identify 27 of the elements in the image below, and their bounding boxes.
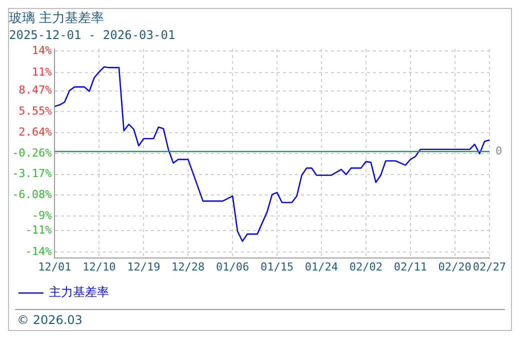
x-tick-label: 12/28: [172, 260, 205, 274]
y-tick-label: -9%: [32, 208, 52, 222]
x-tick-label: 12/01: [38, 260, 72, 274]
chart-title: 玻璃 主力基差率: [9, 10, 104, 26]
y-tick-label: 11%: [32, 65, 52, 78]
x-tick-label: 02/02: [349, 260, 383, 274]
y-tick-label: 5.55%: [18, 104, 52, 118]
x-tick-label: 01/06: [216, 260, 250, 274]
x-tick-label: 01/15: [260, 260, 294, 274]
x-tick-label: 12/19: [127, 260, 160, 274]
y-tick-label: -3.17%: [12, 167, 52, 180]
y-tick-label: 14%: [32, 44, 52, 57]
x-tick-label: 02/27: [472, 260, 506, 274]
x-tick-label: 02/11: [394, 260, 427, 274]
y-tick-label: 8.47%: [18, 84, 52, 97]
y-tick-label: -6.08%: [12, 188, 52, 202]
chart-subtitle: 2025-12-01 - 2026-03-01: [9, 28, 176, 42]
text: © 2026.03: [15, 309, 505, 330]
x-tick-label: 12/10: [82, 260, 116, 274]
y-tick-label: -11%: [25, 223, 52, 236]
x-tick-label: 01/24: [304, 260, 338, 274]
y-tick-label: -0.26%: [12, 146, 52, 160]
ref-line-label: 0: [495, 144, 502, 158]
legend-label: 主力基差率: [49, 285, 109, 300]
y-tick-label: -14%: [25, 244, 52, 258]
y-tick-label: 2.64%: [18, 125, 52, 138]
x-tick-label: 02/20: [438, 260, 472, 274]
